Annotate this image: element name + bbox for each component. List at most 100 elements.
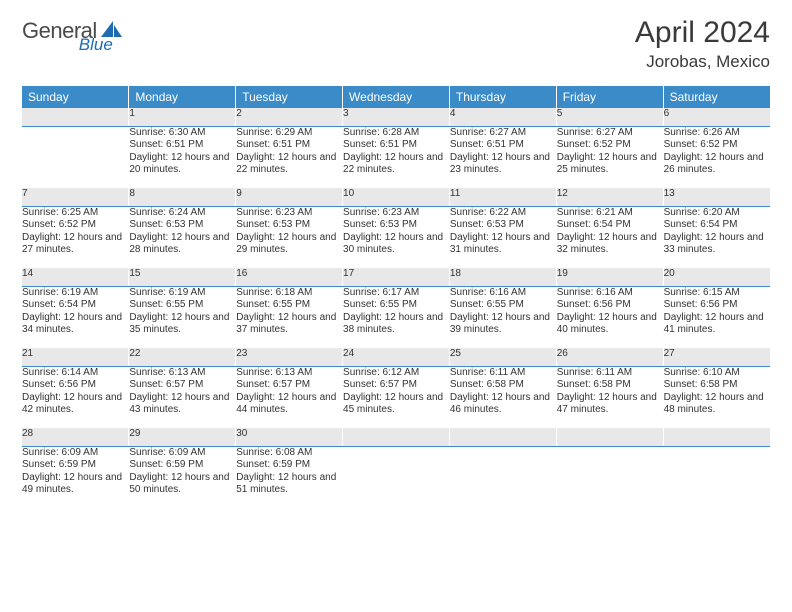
daylight-line: Daylight: 12 hours and 43 minutes. (129, 392, 235, 417)
sunrise-line: Sunrise: 6:23 AM (343, 207, 449, 220)
sunset-line: Sunset: 6:55 PM (129, 299, 235, 312)
sunset-line: Sunset: 6:57 PM (236, 379, 342, 392)
sunrise-line: Sunrise: 6:14 AM (22, 367, 128, 380)
sunrise-line: Sunrise: 6:12 AM (343, 367, 449, 380)
weekday-header: Saturday (663, 86, 770, 108)
day-number-cell: 12 (556, 188, 663, 206)
day-number-cell (449, 428, 556, 446)
day-number-cell: 17 (343, 268, 450, 286)
sunrise-line: Sunrise: 6:30 AM (129, 127, 235, 140)
day-detail-cell: Sunrise: 6:11 AMSunset: 6:58 PMDaylight:… (449, 366, 556, 428)
day-number-cell: 7 (22, 188, 129, 206)
daylight-line: Daylight: 12 hours and 49 minutes. (22, 472, 128, 497)
sunrise-line: Sunrise: 6:19 AM (129, 287, 235, 300)
sunrise-line: Sunrise: 6:16 AM (450, 287, 556, 300)
day-number-cell (663, 428, 770, 446)
day-detail-cell: Sunrise: 6:11 AMSunset: 6:58 PMDaylight:… (556, 366, 663, 428)
day-number-row: 282930 (22, 428, 770, 446)
day-number-row: 14151617181920 (22, 268, 770, 286)
sunset-line: Sunset: 6:53 PM (450, 219, 556, 232)
day-detail-cell: Sunrise: 6:29 AMSunset: 6:51 PMDaylight:… (236, 126, 343, 188)
day-detail-cell: Sunrise: 6:25 AMSunset: 6:52 PMDaylight:… (22, 206, 129, 268)
day-number-cell (556, 428, 663, 446)
day-detail-cell: Sunrise: 6:17 AMSunset: 6:55 PMDaylight:… (343, 286, 450, 348)
daylight-line: Daylight: 12 hours and 30 minutes. (343, 232, 449, 257)
day-detail-cell: Sunrise: 6:27 AMSunset: 6:52 PMDaylight:… (556, 126, 663, 188)
daylight-line: Daylight: 12 hours and 50 minutes. (129, 472, 235, 497)
day-number-cell: 30 (236, 428, 343, 446)
sunset-line: Sunset: 6:52 PM (664, 139, 770, 152)
weekday-header: Sunday (22, 86, 129, 108)
day-number-row: 21222324252627 (22, 348, 770, 366)
day-detail-cell: Sunrise: 6:23 AMSunset: 6:53 PMDaylight:… (343, 206, 450, 268)
day-number-cell: 15 (129, 268, 236, 286)
day-number-cell: 11 (449, 188, 556, 206)
location-label: Jorobas, Mexico (635, 52, 770, 72)
sunrise-line: Sunrise: 6:19 AM (22, 287, 128, 300)
day-number-cell: 24 (343, 348, 450, 366)
sunset-line: Sunset: 6:51 PM (129, 139, 235, 152)
daylight-line: Daylight: 12 hours and 35 minutes. (129, 312, 235, 337)
day-detail-row: Sunrise: 6:19 AMSunset: 6:54 PMDaylight:… (22, 286, 770, 348)
sunrise-line: Sunrise: 6:09 AM (22, 447, 128, 460)
day-number-cell: 14 (22, 268, 129, 286)
day-number-cell: 3 (343, 108, 450, 126)
sunrise-line: Sunrise: 6:23 AM (236, 207, 342, 220)
day-detail-cell: Sunrise: 6:28 AMSunset: 6:51 PMDaylight:… (343, 126, 450, 188)
day-number-cell: 29 (129, 428, 236, 446)
daylight-line: Daylight: 12 hours and 25 minutes. (557, 152, 663, 177)
sunrise-line: Sunrise: 6:24 AM (129, 207, 235, 220)
daylight-line: Daylight: 12 hours and 31 minutes. (450, 232, 556, 257)
day-detail-cell (449, 446, 556, 508)
sunset-line: Sunset: 6:58 PM (664, 379, 770, 392)
daylight-line: Daylight: 12 hours and 47 minutes. (557, 392, 663, 417)
sunset-line: Sunset: 6:54 PM (664, 219, 770, 232)
day-detail-cell: Sunrise: 6:13 AMSunset: 6:57 PMDaylight:… (236, 366, 343, 428)
sunset-line: Sunset: 6:58 PM (557, 379, 663, 392)
sunset-line: Sunset: 6:59 PM (22, 459, 128, 472)
sunset-line: Sunset: 6:51 PM (236, 139, 342, 152)
daylight-line: Daylight: 12 hours and 22 minutes. (343, 152, 449, 177)
day-detail-cell: Sunrise: 6:12 AMSunset: 6:57 PMDaylight:… (343, 366, 450, 428)
weekday-header: Thursday (449, 86, 556, 108)
day-detail-cell (556, 446, 663, 508)
weekday-header: Tuesday (236, 86, 343, 108)
day-number-cell: 26 (556, 348, 663, 366)
sunrise-line: Sunrise: 6:20 AM (664, 207, 770, 220)
daylight-line: Daylight: 12 hours and 41 minutes. (664, 312, 770, 337)
logo: General Blue (22, 18, 159, 44)
sunset-line: Sunset: 6:58 PM (450, 379, 556, 392)
day-number-cell: 6 (663, 108, 770, 126)
daylight-line: Daylight: 12 hours and 34 minutes. (22, 312, 128, 337)
sunset-line: Sunset: 6:59 PM (129, 459, 235, 472)
day-number-cell: 1 (129, 108, 236, 126)
day-number-cell: 9 (236, 188, 343, 206)
day-detail-cell: Sunrise: 6:26 AMSunset: 6:52 PMDaylight:… (663, 126, 770, 188)
day-detail-cell: Sunrise: 6:24 AMSunset: 6:53 PMDaylight:… (129, 206, 236, 268)
sunrise-line: Sunrise: 6:28 AM (343, 127, 449, 140)
day-number-cell: 23 (236, 348, 343, 366)
day-detail-cell: Sunrise: 6:18 AMSunset: 6:55 PMDaylight:… (236, 286, 343, 348)
day-detail-cell: Sunrise: 6:13 AMSunset: 6:57 PMDaylight:… (129, 366, 236, 428)
day-number-cell: 19 (556, 268, 663, 286)
day-number-cell: 2 (236, 108, 343, 126)
day-number-cell: 13 (663, 188, 770, 206)
daylight-line: Daylight: 12 hours and 22 minutes. (236, 152, 342, 177)
daylight-line: Daylight: 12 hours and 32 minutes. (557, 232, 663, 257)
day-detail-cell (343, 446, 450, 508)
day-detail-cell: Sunrise: 6:14 AMSunset: 6:56 PMDaylight:… (22, 366, 129, 428)
daylight-line: Daylight: 12 hours and 27 minutes. (22, 232, 128, 257)
weekday-header: Wednesday (343, 86, 450, 108)
sunrise-line: Sunrise: 6:22 AM (450, 207, 556, 220)
day-detail-cell: Sunrise: 6:27 AMSunset: 6:51 PMDaylight:… (449, 126, 556, 188)
daylight-line: Daylight: 12 hours and 42 minutes. (22, 392, 128, 417)
day-detail-cell: Sunrise: 6:08 AMSunset: 6:59 PMDaylight:… (236, 446, 343, 508)
day-number-cell: 4 (449, 108, 556, 126)
day-detail-cell: Sunrise: 6:09 AMSunset: 6:59 PMDaylight:… (129, 446, 236, 508)
day-number-cell: 16 (236, 268, 343, 286)
day-detail-cell: Sunrise: 6:20 AMSunset: 6:54 PMDaylight:… (663, 206, 770, 268)
daylight-line: Daylight: 12 hours and 40 minutes. (557, 312, 663, 337)
daylight-line: Daylight: 12 hours and 20 minutes. (129, 152, 235, 177)
sunrise-line: Sunrise: 6:17 AM (343, 287, 449, 300)
daylight-line: Daylight: 12 hours and 33 minutes. (664, 232, 770, 257)
